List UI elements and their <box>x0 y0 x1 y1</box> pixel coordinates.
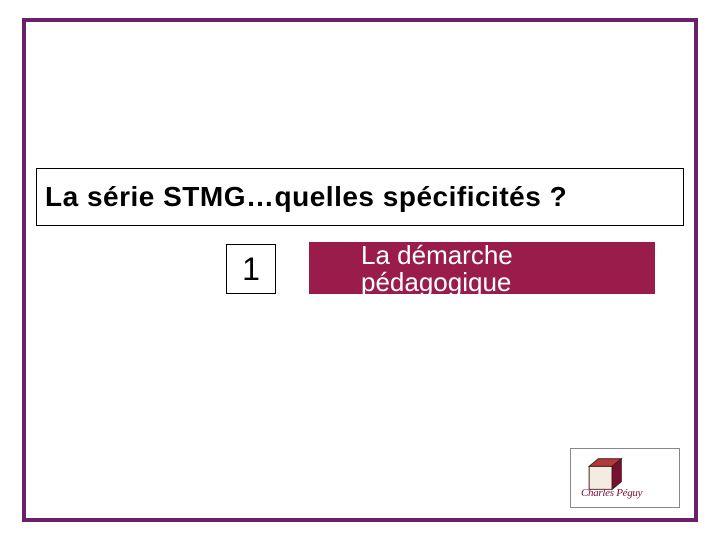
logo-label: Charles Péguy <box>581 487 642 499</box>
logo-last-name: Péguy <box>616 487 642 499</box>
title-bar: La série STMG…quelles spécificités ? <box>36 168 684 226</box>
subtitle-text: La démarche pédagogique <box>361 242 513 294</box>
cube-front <box>589 466 612 489</box>
number-box: 1 <box>226 244 276 294</box>
logo-inner: Charles Péguy <box>575 453 675 503</box>
logo-first-name: Charles <box>581 487 614 499</box>
slide-frame: La série STMG…quelles spécificités ? 1 L… <box>22 18 698 522</box>
number-value: 1 <box>242 251 260 288</box>
subtitle-bar: La démarche pédagogique <box>309 242 655 294</box>
logo: Charles Péguy <box>570 448 680 508</box>
title-text: La série STMG…quelles spécificités ? <box>45 181 567 213</box>
